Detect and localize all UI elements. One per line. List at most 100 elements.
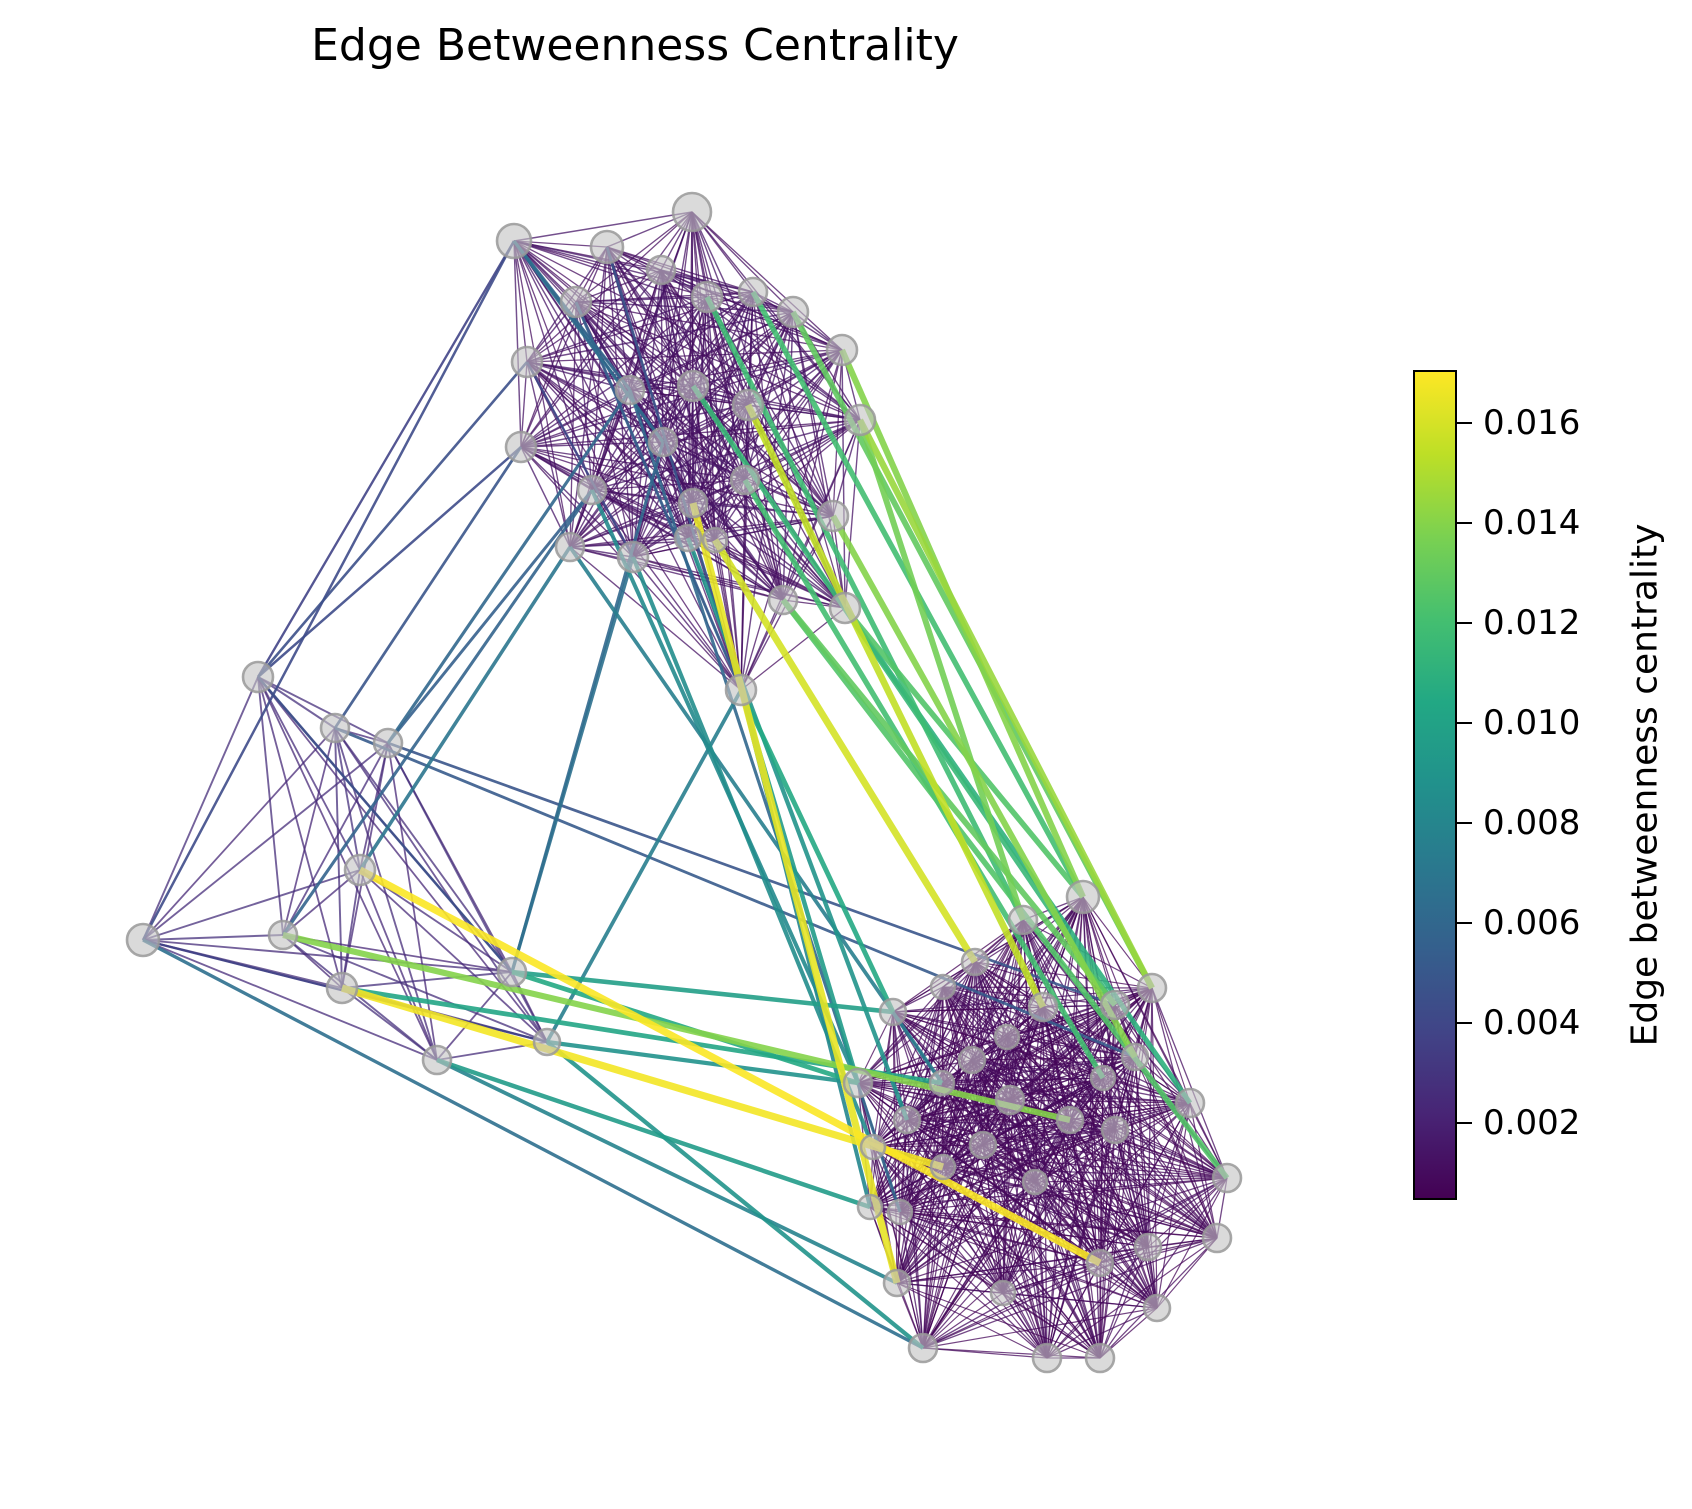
graph-edge <box>257 676 343 989</box>
graph-edge <box>747 404 784 601</box>
graph-edge <box>869 1177 1228 1208</box>
graph-edge <box>575 301 746 481</box>
graph-edge <box>1156 1237 1218 1309</box>
graph-edge <box>1151 987 1191 1104</box>
graph-edge <box>512 239 665 444</box>
colorbar-gradient <box>1413 370 1457 1200</box>
graph-edge <box>1034 1056 1136 1183</box>
graph-edge <box>520 446 746 481</box>
graph-edge <box>1002 1246 1149 1294</box>
graph-edge <box>922 1292 1004 1349</box>
colorbar-tick-label: 0.002 <box>1483 1103 1581 1143</box>
graph-edge <box>899 1211 1101 1264</box>
graph-edge <box>526 361 746 481</box>
graph-node <box>1031 1342 1063 1374</box>
graph-node <box>576 474 608 506</box>
graph-edge <box>358 546 572 871</box>
graph-edge <box>520 311 794 448</box>
graph-edge <box>569 385 694 548</box>
graph-edge <box>1082 896 1153 989</box>
graph-edge <box>857 418 1155 990</box>
graph-edge <box>520 389 631 448</box>
graph-edge <box>922 1347 1101 1359</box>
graph-edge <box>520 419 861 448</box>
graph-edge <box>740 599 784 691</box>
graph-edge <box>1046 1102 1191 1359</box>
graph-edge <box>1002 1181 1036 1294</box>
graph-node <box>1174 1087 1206 1119</box>
colorbar-tick <box>1457 621 1472 625</box>
graph-edge <box>513 211 693 242</box>
graph-edge <box>1002 1292 1158 1309</box>
graph-edge <box>899 1177 1228 1213</box>
graph-edge <box>257 676 513 973</box>
graph-edge <box>1034 1181 1149 1248</box>
graph-edge <box>906 1119 1218 1239</box>
graph-edge <box>575 301 834 517</box>
graph-edge <box>942 1166 1149 1248</box>
graph-node <box>993 1023 1021 1051</box>
graph-edge <box>606 246 631 391</box>
graph-edge <box>1034 1181 1101 1264</box>
graph-edge <box>662 441 784 601</box>
graph-edge <box>569 349 843 548</box>
graph-edge <box>941 1082 1101 1264</box>
graph-edge <box>142 939 438 1061</box>
graph-edge <box>899 1211 1158 1309</box>
graph-edge <box>142 742 389 941</box>
graph-edge <box>692 385 861 421</box>
graph-edge <box>792 311 846 609</box>
graph-edge <box>869 1206 1158 1309</box>
graph-edge <box>282 742 389 936</box>
graph-edge <box>1006 987 1153 1038</box>
graph-edge <box>575 301 794 313</box>
graph-edge <box>526 361 571 548</box>
graph-edge <box>971 1059 1048 1359</box>
graph-edge <box>257 676 284 936</box>
graph-edge <box>1002 1102 1191 1294</box>
graph-node <box>737 276 769 308</box>
graph-edge <box>606 246 746 481</box>
graph-node <box>878 997 908 1027</box>
graph-edge <box>1046 1056 1136 1359</box>
graph-edge <box>744 403 1047 1009</box>
graph-edge <box>257 676 548 1043</box>
graph-node <box>614 374 646 406</box>
graph-node <box>729 464 761 496</box>
graph-edge <box>740 419 861 691</box>
graph-edge <box>575 301 749 406</box>
graph-node <box>1211 1162 1243 1194</box>
graph-edge <box>334 727 361 871</box>
graph-node <box>842 1067 874 1099</box>
graph-node <box>907 1332 939 1364</box>
graph-edge <box>922 1102 1191 1349</box>
graph-edge <box>526 361 664 443</box>
graph-edge <box>857 419 1026 921</box>
graph-node <box>1100 1115 1130 1145</box>
graph-node <box>960 947 990 977</box>
graph-nodes <box>125 191 1243 1374</box>
colorbar-tick <box>1457 721 1472 725</box>
graph-node <box>319 712 351 744</box>
graph-edge <box>526 361 784 601</box>
graph-edge <box>386 389 632 744</box>
graph-node <box>421 1044 453 1076</box>
graph-edge <box>1151 987 1228 1179</box>
graph-edge <box>922 1237 1218 1349</box>
graph-node <box>929 1153 957 1181</box>
graph-edge <box>334 726 1136 1059</box>
graph-edge <box>738 688 896 1014</box>
colorbar-tick-label: 0.006 <box>1483 903 1581 943</box>
graph-edge <box>906 986 944 1121</box>
graph-edge <box>892 1011 1191 1104</box>
graph-node <box>994 1084 1026 1116</box>
graph-node <box>645 254 677 286</box>
graph-edge <box>830 514 1138 1059</box>
graph-node <box>1021 1168 1049 1196</box>
colorbar-tick-label: 0.016 <box>1483 403 1581 443</box>
graph-edge <box>899 1211 924 1349</box>
graph-edge <box>333 446 523 729</box>
graph-edge <box>257 361 528 678</box>
graph-edge <box>282 727 336 936</box>
